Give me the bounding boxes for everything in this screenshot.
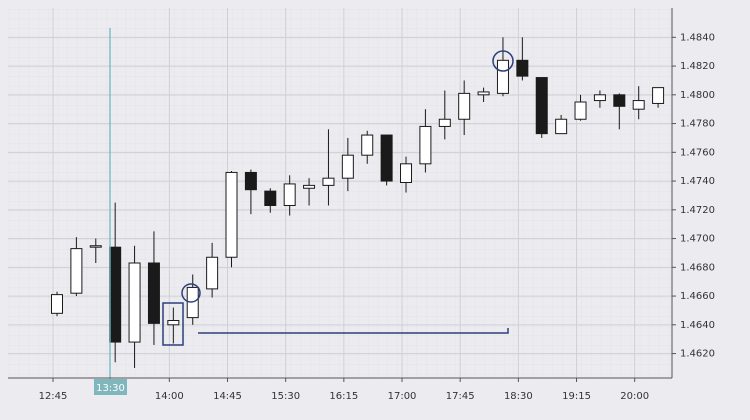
x-tick-label: 20:00	[620, 391, 649, 402]
candle-body	[264, 190, 277, 206]
y-tick-label: 1.4620	[680, 349, 715, 360]
candle-body	[225, 171, 238, 258]
y-tick-label: 1.4680	[680, 262, 715, 273]
candle-body	[652, 87, 665, 104]
x-tick-label: 18:30	[504, 391, 533, 402]
candle-body	[361, 134, 374, 156]
candle-body	[400, 163, 413, 183]
candle-body	[380, 134, 393, 182]
highlight-circle	[492, 50, 514, 72]
y-tick-label: 1.4660	[680, 291, 715, 302]
y-tick-label: 1.4720	[680, 205, 715, 216]
candle-body	[632, 100, 645, 110]
x-tick-label: 14:45	[213, 391, 242, 402]
candle-body	[89, 245, 102, 248]
minor-grid	[8, 8, 672, 378]
x-tick-label: 19:15	[562, 391, 591, 402]
candle-body	[283, 183, 296, 206]
candle-body	[147, 262, 160, 324]
candle-body	[613, 94, 626, 107]
candle-body	[206, 256, 219, 290]
candle-body	[458, 92, 471, 120]
candle-body	[535, 77, 548, 135]
y-tick-label: 1.4760	[680, 147, 715, 158]
highlight-circle	[181, 283, 201, 303]
candle-body	[574, 101, 587, 120]
candle-body	[322, 177, 335, 186]
y-tick-label: 1.4740	[680, 176, 715, 187]
crosshair-label: 13:30	[96, 383, 125, 394]
candle-body	[50, 294, 63, 314]
x-tick-label: 17:00	[388, 391, 417, 402]
x-tick-label: 16:15	[329, 391, 358, 402]
candle-body	[496, 59, 509, 94]
y-tick-label: 1.4700	[680, 234, 715, 245]
range-line	[198, 328, 509, 334]
y-tick-label: 1.4780	[680, 119, 715, 130]
candle-body	[128, 262, 141, 343]
candle-body	[419, 125, 432, 165]
highlight-box	[162, 302, 184, 346]
candle-body	[438, 118, 451, 127]
x-tick-label: 15:30	[271, 391, 300, 402]
axes: 1.4620 1.4640 1.4660 1.4680 1.4700 1.4720 1.47…	[39, 32, 715, 402]
x-tick-label: 12:45	[39, 391, 68, 402]
candle-body	[555, 118, 568, 135]
y-tick-label: 1.4820	[680, 61, 715, 72]
candle-body	[244, 171, 257, 191]
candle-body	[516, 59, 529, 77]
y-tick-label: 1.4840	[680, 32, 715, 43]
candle-body	[593, 94, 606, 102]
crosshair-badge	[94, 379, 127, 395]
y-tick-label: 1.4800	[680, 90, 715, 101]
x-tick-label: 17:45	[446, 391, 475, 402]
candle-body	[167, 320, 180, 326]
candle-body	[70, 248, 83, 294]
candle-body	[109, 246, 122, 343]
x-tick-label: 14:00	[155, 391, 184, 402]
candle-body	[341, 154, 354, 179]
candle-body	[303, 184, 316, 189]
y-tick-label: 1.4640	[680, 320, 715, 331]
candle-body	[477, 91, 490, 96]
